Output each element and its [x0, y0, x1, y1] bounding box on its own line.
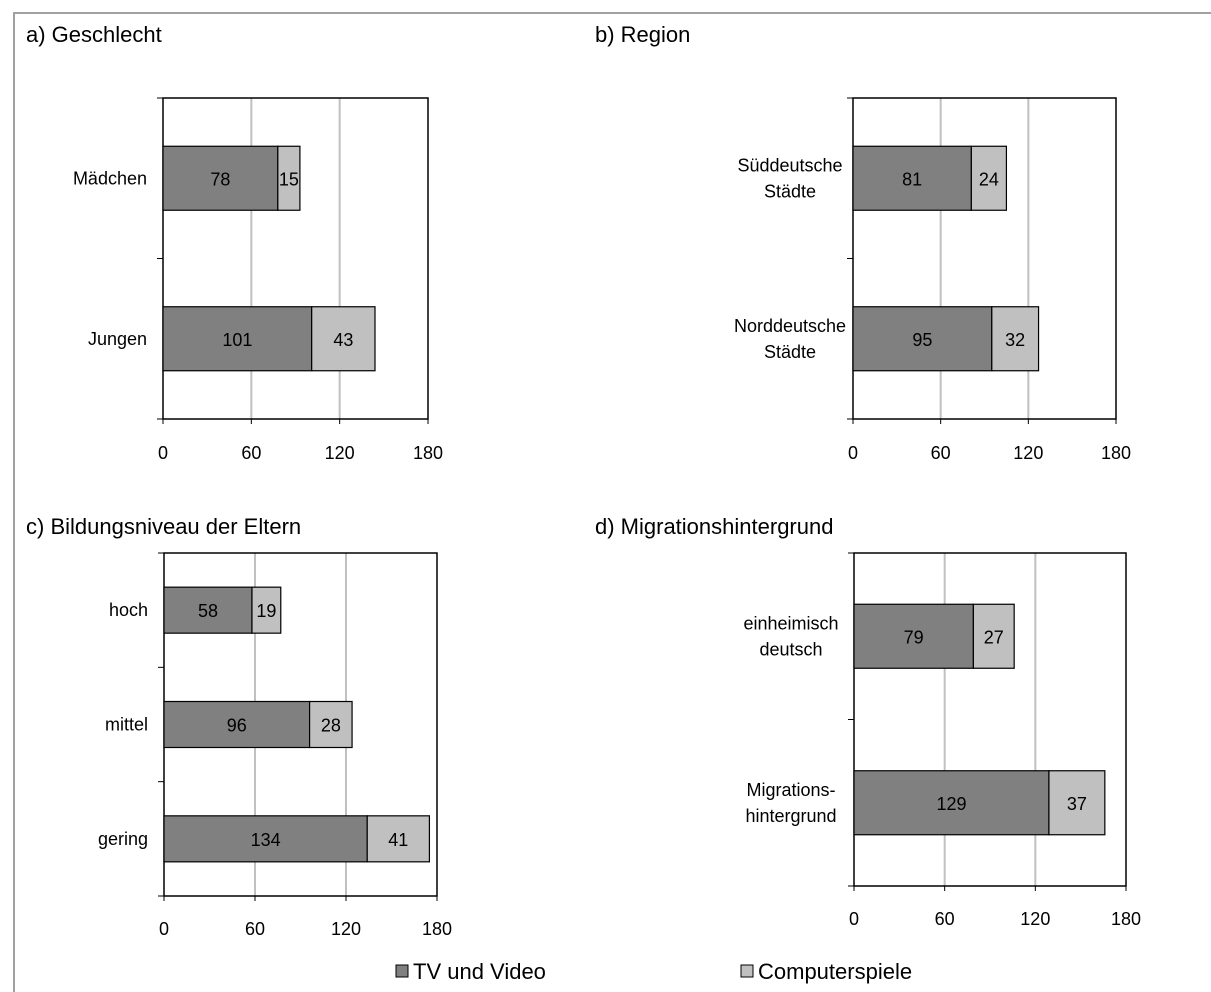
category-label: Jungen: [88, 329, 147, 349]
panel-title: a) Geschlecht: [26, 22, 162, 47]
data-label: 78: [210, 169, 230, 189]
category-label: mittel: [105, 715, 148, 735]
bar-tv: [853, 603, 974, 669]
panel-1: b) Region 0 60 120 180 Süddeutsche Städte 81 24 N…: [595, 22, 1131, 463]
bar-tv: [162, 306, 313, 372]
data-label: 28: [321, 716, 341, 736]
plot-area: [853, 552, 1127, 887]
bar-tv: [163, 700, 311, 749]
bar-computer: [251, 586, 282, 634]
panel-title: d) Migrationshintergrund: [595, 514, 833, 539]
x-tick-label: 120: [1013, 443, 1043, 463]
category-label: gering: [98, 829, 148, 849]
x-tick-label: 180: [413, 443, 443, 463]
bar-computer: [991, 306, 1040, 372]
data-label: 79: [904, 627, 924, 647]
data-label: 129: [936, 794, 966, 814]
x-tick-label: 180: [422, 919, 452, 939]
x-tick-label: 0: [848, 443, 858, 463]
bar-tv: [852, 145, 972, 211]
data-label: 43: [333, 330, 353, 350]
data-label: 24: [979, 169, 999, 189]
bar-computer: [366, 815, 431, 863]
bar-tv: [852, 306, 993, 372]
category-label: Süddeutsche: [737, 155, 842, 175]
x-tick-label: 120: [325, 443, 355, 463]
category-label: Mädchen: [73, 168, 147, 188]
panel-3: d) Migrationshintergrund 0 60 120 180 einheim…: [595, 514, 1141, 929]
panel-title: c) Bildungsniveau der Eltern: [26, 514, 301, 539]
data-label: 95: [912, 330, 932, 350]
data-label: 32: [1005, 330, 1025, 350]
panel-title: b) Region: [595, 22, 690, 47]
bar-computer: [972, 603, 1015, 669]
data-label: 19: [256, 601, 276, 621]
panel-2: c) Bildungsniveau der Eltern 0 60 120 180 hoc…: [26, 514, 452, 939]
data-label: 15: [279, 169, 299, 189]
data-label: 101: [222, 330, 252, 350]
data-label: 96: [227, 716, 247, 736]
category-label: einheimisch: [743, 613, 838, 633]
category-label: hintergrund: [745, 806, 836, 826]
bar-computer: [970, 145, 1008, 211]
category-label: deutsch: [759, 639, 822, 659]
bar-tv: [163, 815, 368, 863]
data-label: 134: [251, 830, 281, 850]
category-label: Städte: [764, 342, 816, 362]
category-label: Norddeutsche: [734, 316, 846, 336]
x-tick-label: 180: [1101, 443, 1131, 463]
bar-computer: [1048, 770, 1106, 836]
x-tick-label: 120: [331, 919, 361, 939]
bar-tv: [853, 770, 1050, 836]
data-label: 41: [388, 830, 408, 850]
x-tick-label: 120: [1020, 909, 1050, 929]
data-label: 37: [1067, 794, 1087, 814]
legend-swatch-tv: [395, 964, 409, 978]
x-tick-label: 60: [245, 919, 265, 939]
data-label: 58: [198, 601, 218, 621]
data-label: 81: [902, 169, 922, 189]
data-label: 27: [984, 627, 1004, 647]
bar-computer: [309, 700, 353, 749]
category-label: hoch: [109, 600, 148, 620]
category-label: Städte: [764, 181, 816, 201]
x-tick-label: 0: [159, 919, 169, 939]
x-tick-label: 180: [1111, 909, 1141, 929]
legend-swatch-computer: [740, 964, 754, 978]
legend-label-tv: TV und Video: [413, 959, 546, 984]
x-tick-label: 60: [935, 909, 955, 929]
legend-label-computer: Computerspiele: [758, 959, 912, 984]
x-tick-label: 0: [158, 443, 168, 463]
x-tick-label: 0: [849, 909, 859, 929]
chart-panels: a) Geschlecht 0 60 120 180 Mädchen 78 15 Jungen 1…: [26, 22, 1141, 939]
category-label: Migrations-: [746, 780, 835, 800]
chart-legend: TV und Video Computerspiele: [395, 959, 912, 984]
x-tick-label: 60: [241, 443, 261, 463]
bar-computer: [311, 306, 376, 372]
x-tick-label: 60: [931, 443, 951, 463]
bar-computer: [277, 145, 301, 211]
panel-0: a) Geschlecht 0 60 120 180 Mädchen 78 15 Jungen 1…: [26, 22, 443, 463]
